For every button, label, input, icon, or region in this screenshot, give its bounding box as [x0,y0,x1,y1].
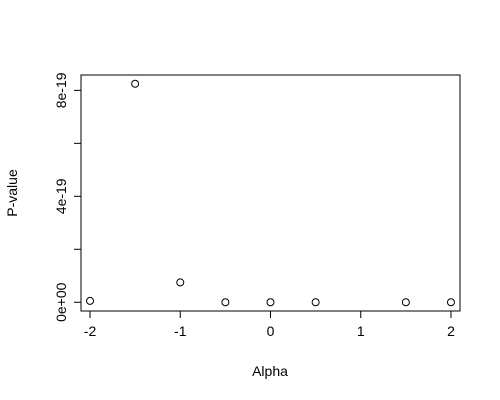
x-tick-label: 1 [357,323,365,339]
data-point [131,79,140,88]
data-point [266,298,275,307]
data-point [401,298,410,307]
x-tick-label: 2 [447,323,455,339]
data-point [176,278,185,287]
y-axis: 0e+00 4e-19 8e-19 [53,72,82,322]
x-tick-label: -2 [84,323,97,339]
data-point [446,298,455,307]
y-axis-title: P-value [4,169,20,217]
y-tick-label: 0e+00 [53,282,69,322]
data-point [311,298,320,307]
x-axis-title: Alpha [252,363,288,379]
x-tick-label: 0 [267,323,275,339]
data-point [86,296,95,305]
plot-frame [80,74,461,312]
y-tick-label: 8e-19 [53,72,69,108]
data-point [221,298,230,307]
x-tick-label: -1 [174,323,187,339]
data-points [86,79,455,307]
y-tick-label: 4e-19 [53,178,69,214]
x-axis: -2 -1 0 1 2 [84,310,455,339]
